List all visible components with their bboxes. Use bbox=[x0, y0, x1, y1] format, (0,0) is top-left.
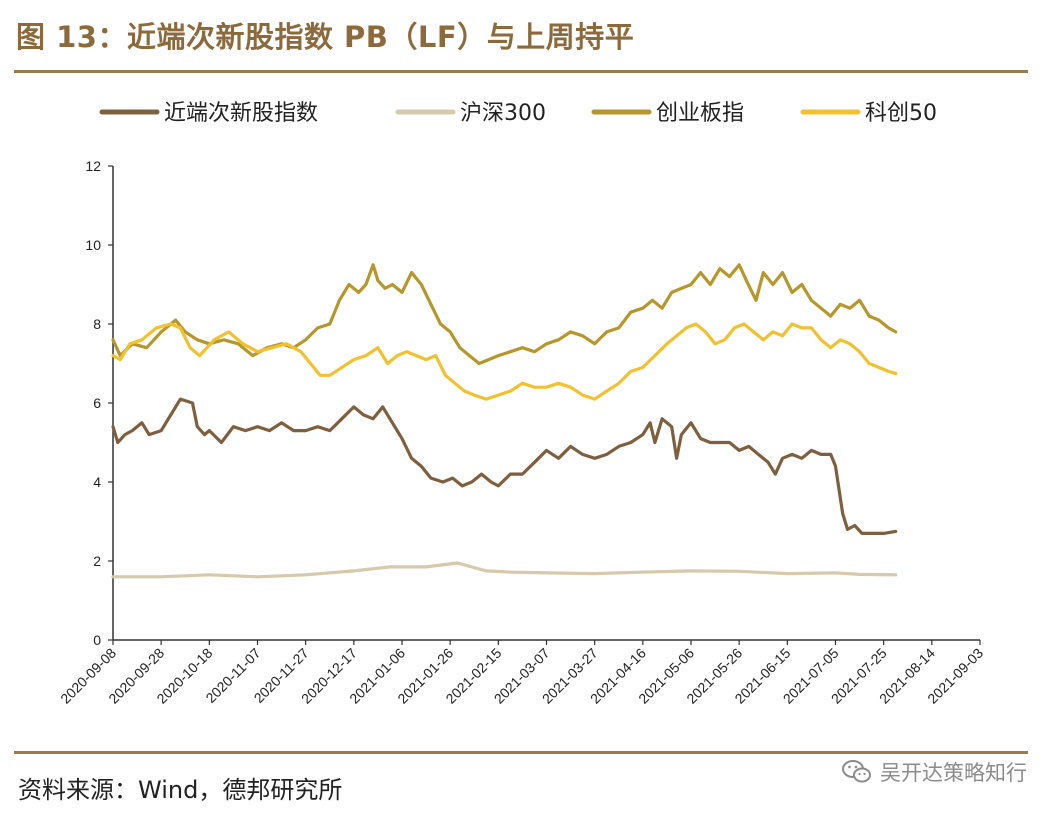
y-tick-label: 6 bbox=[93, 395, 101, 411]
watermark: 吴开达策略知行 bbox=[842, 757, 1027, 787]
chart-legend: 近端次新股指数 沪深300 创业板指 科创50 bbox=[99, 101, 937, 126]
y-tick-label: 2 bbox=[93, 553, 101, 569]
y-tick-label: 12 bbox=[85, 158, 101, 174]
chart-axes: 0246810122020-09-082020-09-282020-10-182… bbox=[57, 158, 986, 707]
source-note: 资料来源：Wind，德邦研究所 bbox=[18, 776, 343, 804]
legend-label: 沪深300 bbox=[460, 101, 546, 126]
legend-label: 近端次新股指数 bbox=[164, 101, 318, 126]
chart-series-group bbox=[111, 263, 898, 579]
y-tick-label: 0 bbox=[93, 632, 101, 648]
series-line-2 bbox=[111, 561, 898, 579]
page-title: 图 13：近端次新股指数 PB（LF）与上周持平 bbox=[16, 20, 635, 54]
footer-divider bbox=[14, 751, 1028, 754]
wechat-icon bbox=[842, 759, 872, 785]
y-tick-label: 8 bbox=[93, 316, 101, 332]
line-chart: 近端次新股指数 沪深300 创业板指 科创50 0246810122020-09-08… bbox=[57, 101, 986, 707]
series-line-4 bbox=[111, 322, 898, 401]
series-line-1 bbox=[111, 397, 898, 535]
legend-label: 创业板指 bbox=[656, 101, 744, 126]
watermark-text: 吴开达策略知行 bbox=[880, 761, 1027, 785]
y-tick-label: 4 bbox=[93, 474, 101, 490]
title-divider bbox=[14, 70, 1028, 73]
series-line-3 bbox=[111, 263, 898, 366]
y-tick-label: 10 bbox=[85, 237, 101, 253]
legend-label: 科创50 bbox=[865, 101, 937, 126]
